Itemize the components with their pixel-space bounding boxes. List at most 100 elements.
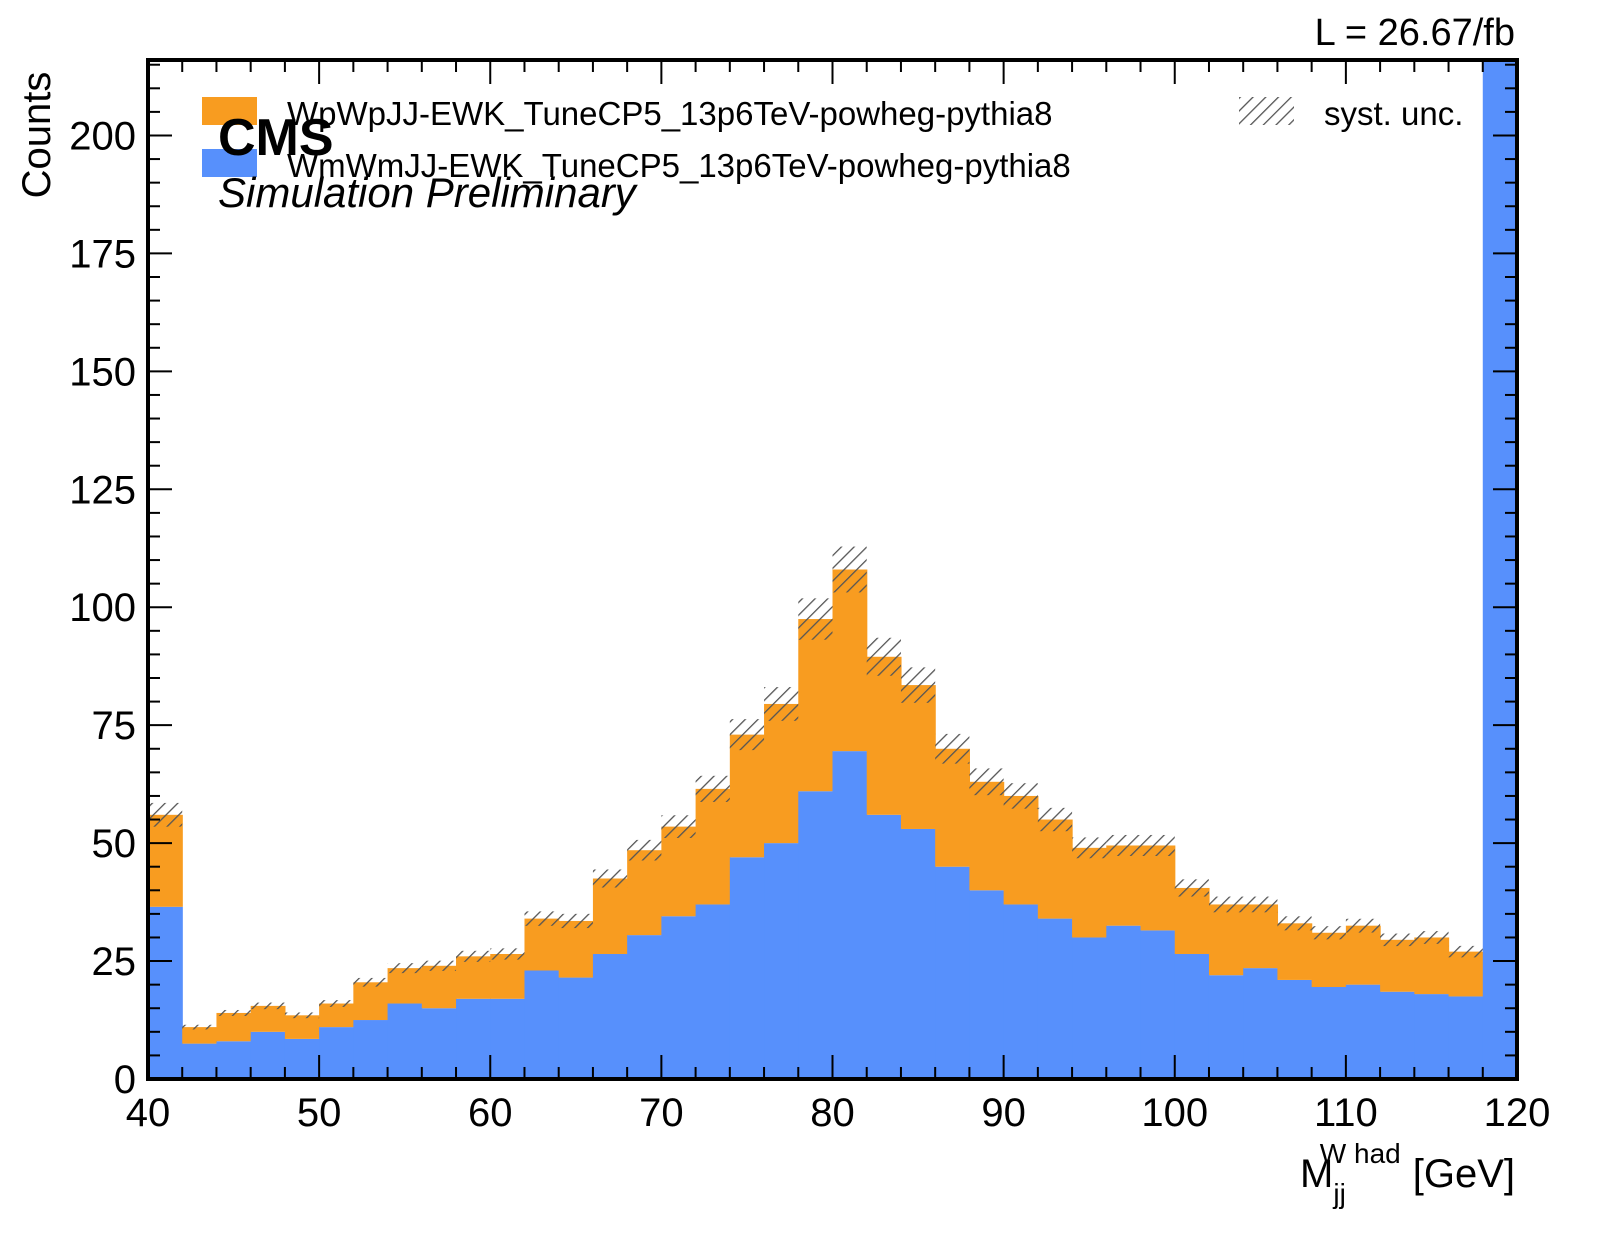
bar-wpwp — [1277, 923, 1313, 980]
x-tick-label: 80 — [810, 1091, 855, 1135]
y-tick-label: 75 — [92, 704, 137, 748]
y-axis-label: Counts — [15, 72, 59, 199]
bar-wmwm — [387, 1003, 423, 1079]
bar-wmwm — [1277, 979, 1313, 1079]
bar-wpwp — [421, 965, 457, 1009]
bar-wmwm — [627, 935, 662, 1079]
bar-wmwm — [1003, 904, 1039, 1079]
syst-unc-band — [1140, 834, 1175, 856]
syst-unc-band — [935, 733, 970, 764]
bar-wmwm — [1482, 60, 1517, 1079]
syst-unc-band — [490, 948, 525, 960]
syst-unc-band — [1106, 834, 1141, 856]
syst-unc-band — [1243, 896, 1278, 913]
bar-wpwp — [1072, 847, 1107, 938]
legend-label-wpwp: WpWpJJ-EWK_TuneCP5_13p6TeV-powheg-pythia… — [287, 95, 1053, 132]
x-tick-label: 120 — [1484, 1091, 1551, 1135]
bar-wmwm — [900, 828, 936, 1079]
x-label-main: M — [1300, 1152, 1333, 1196]
syst-unc-band — [421, 960, 457, 971]
bar-wmwm — [1380, 991, 1415, 1079]
bar-wpwp — [935, 748, 970, 867]
bar-wpwp — [832, 569, 868, 752]
legend-label-syst: syst. unc. — [1324, 95, 1463, 132]
syst-unc-band — [216, 1009, 251, 1016]
legend-label-wmwm: WmWmJJ-EWK_TuneCP5_13p6TeV-powheg-pythia… — [287, 147, 1071, 184]
bar-wpwp — [353, 982, 389, 1021]
bar-wpwp — [182, 1027, 218, 1044]
syst-unc-band — [148, 802, 183, 827]
syst-unc-band — [1414, 931, 1449, 944]
bar-wmwm — [969, 890, 1005, 1079]
bar-wpwp — [490, 953, 526, 999]
x-tick-label: 50 — [297, 1091, 342, 1135]
bar-wpwp — [1174, 887, 1210, 954]
syst-unc-band — [284, 1012, 320, 1019]
bar-wmwm — [456, 998, 491, 1079]
syst-unc-band — [558, 913, 593, 929]
legend-swatch-wmwm — [202, 149, 257, 177]
bar-wmwm — [558, 977, 594, 1079]
bar-wmwm — [866, 814, 902, 1079]
syst-unc-band — [1277, 916, 1312, 931]
bar-wmwm — [592, 953, 628, 1079]
bar-wmwm — [1208, 975, 1244, 1079]
bar-wpwp — [148, 814, 183, 907]
bar-wpwp — [319, 1003, 354, 1028]
bar-wpwp — [1414, 937, 1450, 995]
syst-unc-band — [319, 1000, 354, 1007]
bars-layer — [148, 60, 1517, 1079]
syst-unc-band — [353, 977, 388, 987]
bar-wmwm — [148, 906, 183, 1079]
syst-unc-band — [250, 1002, 285, 1010]
x-axis-label: Mjj W had [GeV] — [1300, 1138, 1515, 1209]
syst-unc-band — [900, 667, 936, 703]
syst-unc-band — [729, 719, 765, 751]
bar-wmwm — [319, 1027, 354, 1079]
syst-unc-band — [1311, 926, 1346, 940]
y-tick-label: 200 — [69, 114, 136, 158]
syst-unc-band — [661, 815, 696, 838]
bar-wpwp — [387, 968, 423, 1004]
y-tick-label: 50 — [92, 822, 137, 866]
bar-wpwp — [1243, 904, 1279, 969]
ticks-layer — [147, 60, 1518, 1080]
bar-wpwp — [900, 685, 936, 829]
syst-unc-band — [182, 1024, 217, 1030]
bar-wmwm — [1243, 968, 1279, 1079]
x-tick-label: 70 — [639, 1091, 684, 1135]
bar-wpwp — [661, 826, 697, 917]
x-tick-label: 40 — [126, 1091, 171, 1135]
syst-unc-band — [627, 839, 662, 861]
bar-wmwm — [182, 1043, 218, 1079]
bar-wpwp — [695, 788, 731, 905]
bar-wpwp — [866, 656, 902, 815]
x-tick-label: 60 — [468, 1091, 513, 1135]
syst-unc-band — [524, 911, 559, 926]
cms-sublabel: Simulation Preliminary — [218, 169, 639, 216]
legend-swatch-syst — [1239, 97, 1294, 125]
y-tick-labels: 0 25 50 75 100 125 150 175 200 — [69, 114, 136, 1102]
syst-unc-band — [764, 687, 799, 721]
syst-unc-band — [592, 869, 628, 888]
bar-wmwm — [1345, 984, 1381, 1079]
svg-text:MjjW had[GeV]: Mjj W had [GeV] — [1300, 1138, 1515, 1209]
bar-wpwp — [1380, 939, 1415, 992]
bar-wpwp — [798, 619, 834, 792]
bar-wmwm — [216, 1041, 252, 1079]
bar-wmwm — [935, 866, 970, 1079]
x-label-subscript: jj — [1332, 1178, 1345, 1209]
x-label-unit: [GeV] — [1413, 1152, 1515, 1196]
y-tick-label: 175 — [69, 232, 136, 276]
bar-wpwp — [284, 1015, 320, 1039]
bar-wpwp — [558, 920, 594, 978]
bar-wpwp — [1208, 904, 1244, 976]
cms-label: CMS — [218, 109, 334, 167]
bar-wmwm — [729, 857, 765, 1079]
y-tick-label: 0 — [114, 1058, 136, 1102]
y-tick-label: 25 — [92, 940, 137, 984]
bar-wpwp — [969, 781, 1005, 891]
bar-wmwm — [695, 904, 731, 1079]
x-tick-label: 110 — [1314, 1091, 1378, 1135]
